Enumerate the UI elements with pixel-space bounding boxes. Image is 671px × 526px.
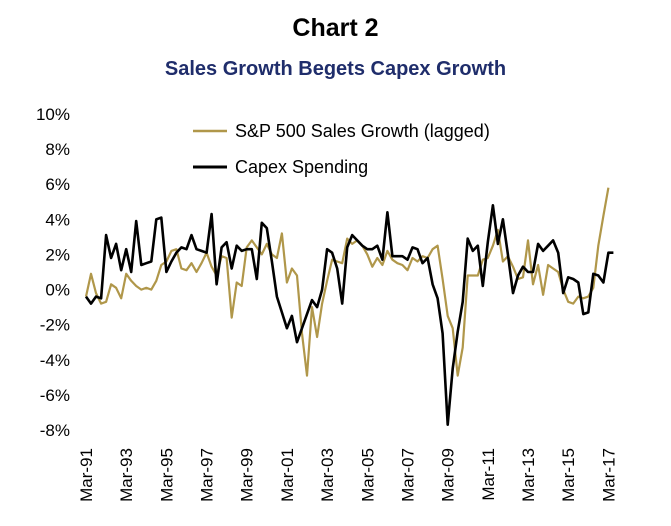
y-tick-label: -2% [40,316,70,335]
x-tick-label: Mar-11 [479,448,498,501]
y-tick-label: 8% [45,140,70,159]
y-tick-label: 2% [45,245,70,264]
x-tick-label: Mar-09 [439,448,458,502]
chart-subtitle: Sales Growth Begets Capex Growth [164,58,507,80]
x-tick-label: Mar-13 [519,448,538,502]
y-tick-label: 10% [36,105,70,124]
y-tick-label: 6% [45,175,70,194]
x-tick-label: Mar-05 [358,448,377,502]
x-tick-label: Mar-07 [398,448,417,502]
series-line-sales-growth [84,187,610,377]
series-lines [84,187,614,427]
y-tick-label: 4% [45,210,70,229]
x-tick-label: Mar-97 [198,448,217,502]
y-tick-label: 0% [45,281,70,300]
x-tick-label: Mar-17 [599,448,618,502]
legend-label-sales-growth: S&P 500 Sales Growth (lagged) [235,121,490,141]
x-tick-label: Mar-93 [117,448,136,502]
x-tick-label: Mar-99 [238,448,257,502]
y-tick-label: -6% [40,386,70,405]
x-tick-label: Mar-15 [559,448,578,502]
chart-title: Chart 2 [292,14,379,42]
legend-label-capex-spending: Capex Spending [235,157,368,177]
x-tick-label: Mar-01 [278,448,297,502]
legend: S&P 500 Sales Growth (lagged) Capex Spen… [193,121,490,177]
y-tick-label: -4% [40,351,70,370]
x-tick-label: Mar-91 [77,448,96,502]
x-axis: Mar-91 Mar-93 Mar-95 Mar-97 Mar-99 Mar-01 Mar-… [77,448,618,502]
x-tick-label: Mar-95 [157,448,176,502]
y-tick-label: -8% [40,421,70,440]
x-tick-label: Mar-03 [318,448,337,502]
y-axis: 10% 8% 6% 4% 2% 0% -2% -4% -6% -8% [36,105,70,440]
series-line-capex-spending [84,204,614,427]
